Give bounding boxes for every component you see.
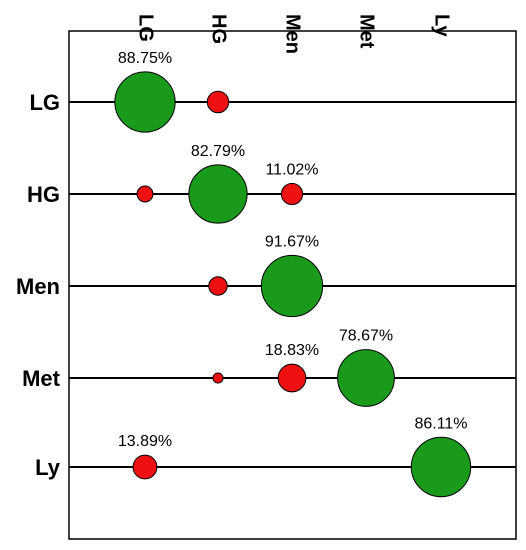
bubbles — [114, 71, 472, 498]
bubble-met-men — [277, 363, 307, 393]
bubble-ly-ly — [410, 436, 472, 498]
value-label-ly-ly: 86.11% — [414, 415, 467, 432]
column-label-lg: LG — [135, 14, 157, 42]
value-label-lg-lg: 88.75% — [118, 50, 172, 67]
column-label-met: Met — [356, 14, 378, 49]
bubble-ly-lg — [132, 454, 158, 480]
bubble-hg-hg — [188, 164, 248, 224]
row-label-met: Met — [22, 366, 61, 391]
bubble-lg-lg — [114, 71, 176, 133]
row-labels: LG HG Men Met Ly — [16, 90, 61, 480]
value-label-hg-hg: 82.79% — [191, 143, 245, 160]
value-label-ly-lg: 13.89% — [118, 433, 172, 450]
value-label-met-men: 18.83% — [265, 342, 319, 359]
bubble-lg-hg — [206, 90, 230, 114]
row-label-lg: LG — [29, 90, 60, 115]
bubble-men-men — [260, 254, 324, 318]
column-label-men: Men — [282, 14, 304, 54]
bubble-hg-lg — [136, 185, 154, 203]
bubble-met-met — [337, 349, 395, 407]
row-label-ly: Ly — [35, 455, 61, 480]
column-label-ly: Ly — [431, 14, 453, 37]
value-labels: 88.75% 82.79% 11.02% 91.67% 18.83% 78.67% 13.8… — [118, 50, 468, 450]
bubble-hg-men — [280, 182, 304, 206]
value-label-men-men: 91.67% — [265, 233, 319, 250]
bubble-met-hg — [212, 372, 224, 384]
column-label-hg: HG — [208, 14, 230, 44]
bubble-men-hg — [208, 276, 228, 296]
value-label-hg-men: 11.02% — [265, 161, 318, 178]
row-label-hg: HG — [27, 182, 60, 207]
value-label-met-met: 78.67% — [339, 328, 393, 345]
column-labels: LG HG Men Met Ly — [135, 14, 453, 54]
row-label-men: Men — [16, 274, 60, 299]
